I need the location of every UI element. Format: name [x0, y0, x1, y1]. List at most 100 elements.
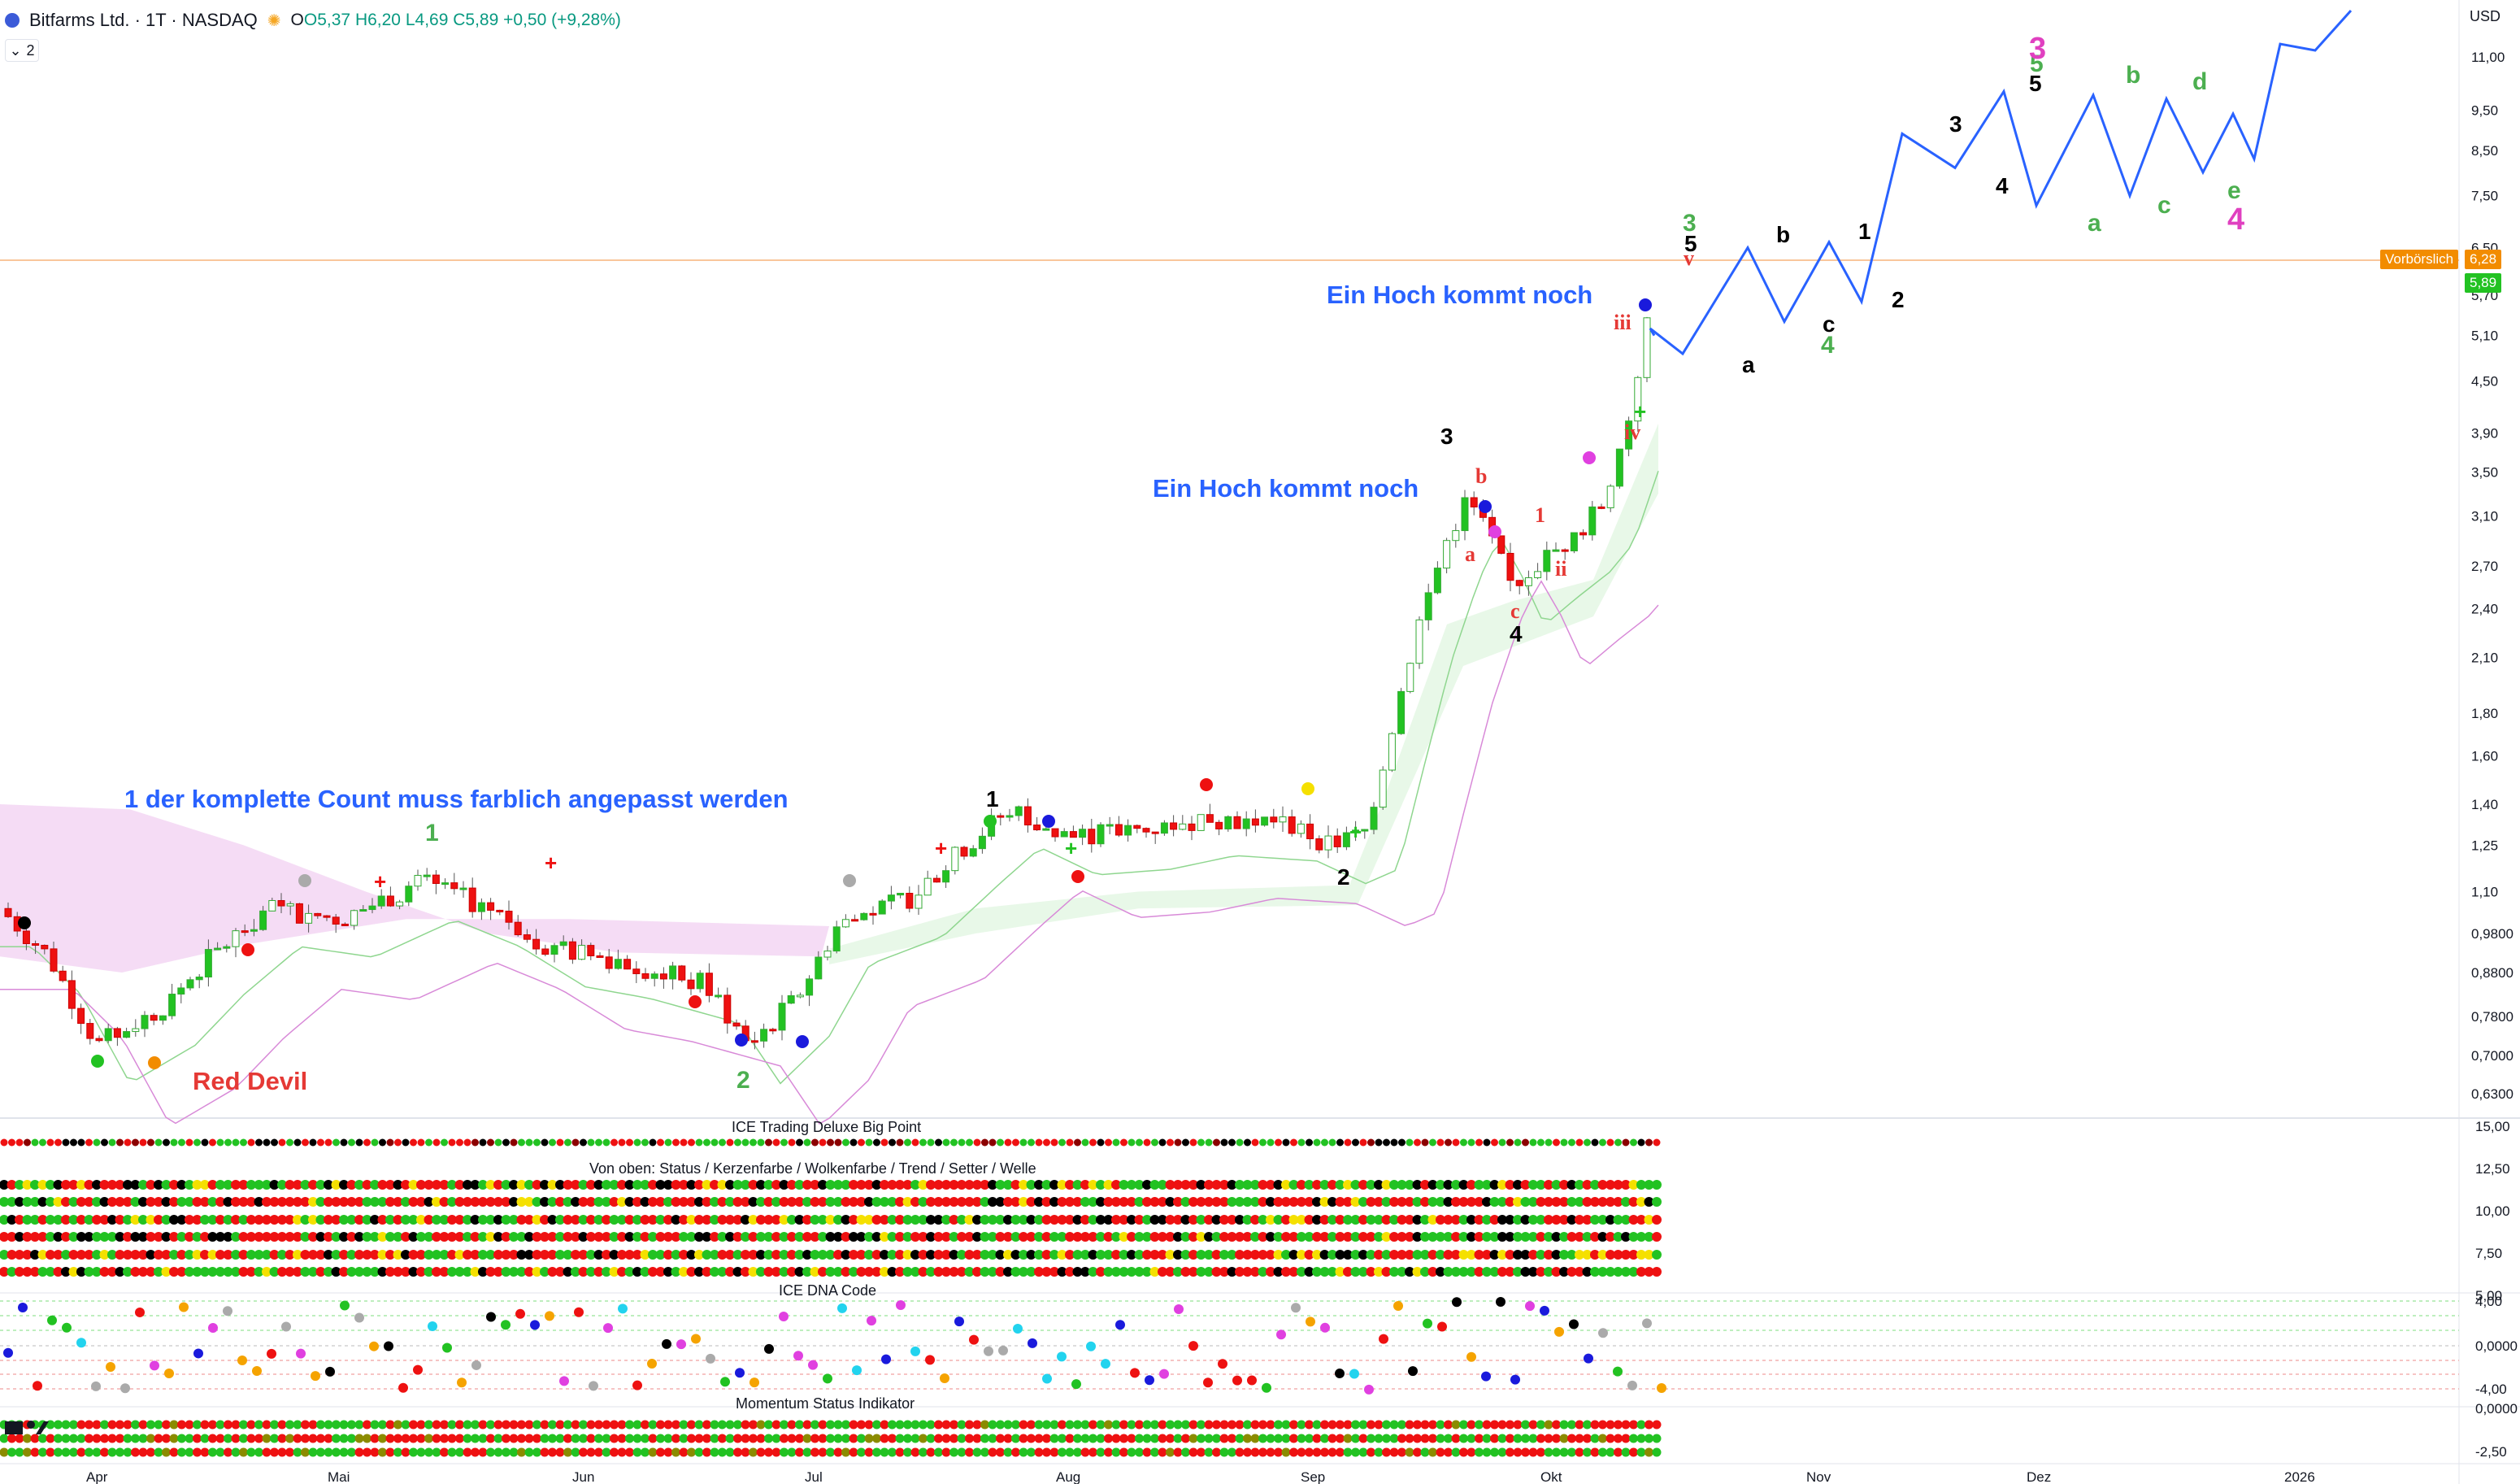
candle[interactable]	[1160, 822, 1168, 834]
currency-label[interactable]: USD	[2470, 8, 2501, 24]
candle[interactable]	[578, 945, 586, 960]
candle[interactable]	[705, 973, 713, 996]
candle[interactable]	[932, 877, 941, 883]
candle[interactable]	[1615, 448, 1623, 487]
candle[interactable]	[477, 902, 485, 912]
candle[interactable]	[368, 905, 376, 911]
candle[interactable]	[1033, 825, 1041, 831]
candle[interactable]	[605, 956, 613, 969]
candle[interactable]	[1088, 829, 1096, 845]
candle[interactable]	[1069, 831, 1077, 838]
candle[interactable]	[1197, 814, 1205, 831]
time-axis[interactable]: Apr Mai Jun Jul Aug Sep Okt Nov Dez 2026	[86, 1469, 2315, 1484]
candle[interactable]	[1543, 550, 1551, 572]
candle[interactable]	[268, 899, 276, 912]
candle[interactable]	[514, 921, 522, 936]
market-hours-icon[interactable]: ✺	[267, 11, 281, 30]
candle[interactable]	[195, 977, 203, 981]
candle[interactable]	[1151, 831, 1159, 834]
symbol-header[interactable]: Bitfarms Ltd. · 1T · NASDAQ ✺ OO5,37 H6,…	[5, 7, 621, 34]
candle[interactable]	[1106, 824, 1114, 827]
candle[interactable]	[1333, 835, 1341, 847]
candle[interactable]	[432, 874, 440, 885]
candle[interactable]	[623, 959, 632, 970]
candle[interactable]	[1397, 690, 1406, 734]
candle[interactable]	[1170, 822, 1178, 830]
candle[interactable]	[1424, 592, 1432, 620]
candle[interactable]	[259, 910, 267, 930]
candle[interactable]	[669, 965, 677, 980]
candle[interactable]	[1306, 823, 1314, 840]
candle[interactable]	[778, 1003, 786, 1031]
candle[interactable]	[405, 886, 413, 903]
candle[interactable]	[250, 929, 258, 932]
annotation-hoch-upper[interactable]: Ein Hoch kommt noch	[1327, 281, 1593, 309]
candle[interactable]	[159, 1015, 167, 1021]
candle[interactable]	[732, 1022, 741, 1027]
candle[interactable]	[1379, 769, 1387, 808]
candle[interactable]	[723, 994, 732, 1024]
candle[interactable]	[496, 909, 504, 912]
candle[interactable]	[1342, 832, 1350, 847]
candle[interactable]	[1561, 549, 1569, 552]
candle[interactable]	[796, 994, 804, 998]
candle[interactable]	[459, 887, 467, 890]
candle[interactable]	[887, 894, 895, 902]
candle[interactable]	[1461, 497, 1469, 532]
candle[interactable]	[587, 945, 595, 956]
candle[interactable]	[441, 882, 450, 886]
candle[interactable]	[341, 923, 349, 926]
candle[interactable]	[1597, 506, 1605, 509]
candle[interactable]	[113, 1028, 121, 1038]
candle[interactable]	[1579, 532, 1588, 536]
candle[interactable]	[1588, 506, 1597, 536]
candle[interactable]	[787, 994, 795, 1004]
candle[interactable]	[1370, 807, 1378, 830]
candle[interactable]	[1242, 818, 1250, 829]
candle[interactable]	[878, 900, 886, 915]
candle[interactable]	[286, 903, 294, 907]
candle[interactable]	[123, 1031, 131, 1038]
candle[interactable]	[396, 901, 404, 907]
candle[interactable]	[1261, 816, 1269, 826]
candle[interactable]	[559, 941, 567, 947]
candle[interactable]	[232, 930, 240, 947]
candle[interactable]	[1524, 577, 1532, 586]
candle[interactable]	[1051, 828, 1059, 838]
candle[interactable]	[1233, 816, 1241, 829]
candle[interactable]	[696, 973, 704, 990]
candle[interactable]	[851, 919, 859, 922]
candle[interactable]	[1023, 806, 1032, 826]
candle[interactable]	[1315, 838, 1323, 851]
candle[interactable]	[1224, 816, 1232, 829]
candle[interactable]	[168, 994, 176, 1016]
candle[interactable]	[951, 846, 959, 872]
candle[interactable]	[923, 877, 932, 896]
candle[interactable]	[568, 941, 576, 960]
wave-projection[interactable]	[1649, 10, 2353, 356]
candle[interactable]	[223, 946, 231, 949]
candle[interactable]	[295, 903, 303, 924]
candle[interactable]	[978, 835, 986, 850]
candle[interactable]	[915, 894, 923, 909]
candle[interactable]	[204, 949, 212, 978]
candle[interactable]	[377, 895, 385, 907]
candle[interactable]	[1361, 829, 1369, 832]
candle[interactable]	[1114, 824, 1123, 836]
candle[interactable]	[678, 965, 686, 981]
candle[interactable]	[150, 1015, 158, 1021]
candle[interactable]	[1124, 825, 1132, 836]
candle[interactable]	[314, 912, 322, 916]
candle[interactable]	[1006, 815, 1014, 818]
candle[interactable]	[214, 947, 222, 951]
candle[interactable]	[77, 1007, 85, 1025]
candle[interactable]	[541, 948, 550, 955]
candle[interactable]	[305, 912, 313, 924]
candle[interactable]	[1534, 571, 1542, 578]
candle[interactable]	[1625, 420, 1633, 450]
candle[interactable]	[41, 944, 49, 950]
candle[interactable]	[59, 970, 67, 981]
candle[interactable]	[1015, 806, 1023, 816]
candle[interactable]	[1443, 540, 1451, 569]
